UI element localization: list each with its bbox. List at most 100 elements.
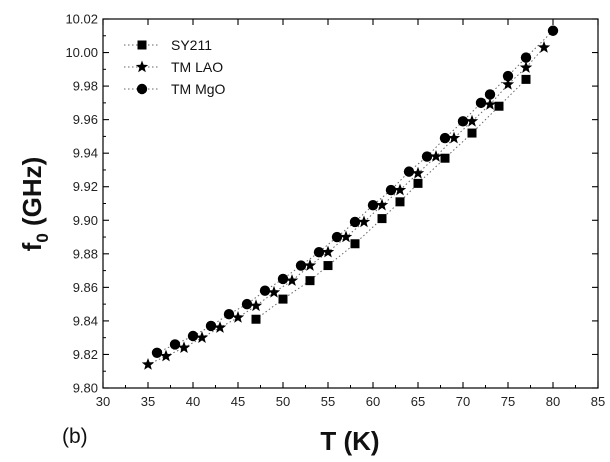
- data-point-tm-mgo: [502, 70, 514, 82]
- data-point-tm-lao: [141, 358, 155, 370]
- data-point-tm-mgo: [439, 132, 451, 144]
- data-point-tm-mgo: [241, 298, 253, 310]
- x-tick-label: 60: [366, 394, 380, 409]
- data-point-tm-lao: [285, 274, 299, 286]
- y-tick-label: 9.88: [73, 246, 98, 261]
- data-point-tm-lao: [411, 166, 425, 179]
- data-point-tm-mgo: [313, 246, 325, 258]
- data-point-sy211: [440, 153, 450, 163]
- data-point-tm-mgo: [295, 260, 307, 271]
- data-point-tm-mgo: [484, 89, 496, 100]
- data-point-tm-lao: [447, 131, 461, 144]
- y-tick-label: 9.80: [73, 381, 98, 396]
- legend-label-sy211: SY211: [171, 37, 212, 53]
- data-point-tm-mgo: [187, 330, 199, 342]
- data-point-tm-mgo: [520, 52, 532, 63]
- x-tick-label: 65: [411, 394, 425, 409]
- y-tick-label: 9.98: [73, 79, 98, 94]
- x-tick-label: 35: [141, 394, 155, 409]
- data-point-tm-lao: [465, 114, 479, 127]
- data-point-tm-mgo: [331, 231, 343, 243]
- data-point-tm-lao: [393, 183, 407, 196]
- data-point-sy211: [494, 101, 504, 111]
- y-tick-label: 9.82: [73, 347, 98, 362]
- x-tick-label: 55: [321, 394, 335, 409]
- legend-marker-tm-mgo: [136, 83, 148, 95]
- data-point-tm-lao: [267, 285, 281, 298]
- data-point-tm-lao: [357, 215, 371, 228]
- data-point-tm-lao: [375, 198, 389, 211]
- data-point-tm-lao: [195, 331, 209, 343]
- data-point-tm-lao: [483, 98, 497, 110]
- data-point-tm-lao: [213, 321, 227, 333]
- y-tick-label: 9.84: [73, 313, 98, 328]
- y-tick-label: 9.90: [73, 213, 98, 228]
- legend-marker-sy211: [137, 40, 147, 50]
- x-tick-label: 75: [501, 394, 515, 409]
- data-point-tm-lao: [501, 77, 515, 90]
- data-point-sy211: [251, 314, 261, 324]
- data-point-sy211: [521, 74, 531, 84]
- legend-label-tm-lao: TM LAO: [171, 59, 223, 75]
- data-point-tm-mgo: [151, 347, 163, 358]
- data-point-tm-mgo: [367, 199, 379, 211]
- data-point-tm-mgo: [277, 273, 289, 285]
- data-point-sy211: [467, 128, 477, 138]
- x-tick-label: 50: [276, 394, 290, 409]
- y-axis-title-main: f: [17, 242, 47, 251]
- x-tick-label: 80: [546, 394, 560, 409]
- data-point-tm-mgo: [205, 320, 217, 332]
- panel-label: (b): [62, 425, 88, 448]
- y-tick-label: 9.94: [73, 146, 98, 161]
- y-tick-label: 9.92: [73, 179, 98, 194]
- legend-marker-tm-lao: [135, 60, 149, 73]
- data-point-sy211: [323, 261, 333, 271]
- data-point-tm-mgo: [547, 25, 559, 36]
- legend: SY211 TM LAO TM MgO: [124, 37, 226, 97]
- x-tick-label: 85: [591, 394, 605, 409]
- data-point-tm-mgo: [457, 116, 469, 127]
- data-point-tm-lao: [339, 230, 353, 243]
- data-point-sy211: [305, 276, 315, 286]
- y-axis-title: f0 (GHz): [17, 157, 52, 252]
- data-point-tm-mgo: [223, 309, 235, 320]
- data-point-tm-lao: [321, 245, 335, 258]
- data-point-sy211: [395, 197, 405, 207]
- svg-text:f0 (GHz): f0 (GHz): [17, 157, 52, 252]
- y-tick-label: 10.02: [65, 12, 98, 27]
- data-point-tm-lao: [303, 259, 317, 271]
- data-point-sy211: [413, 178, 423, 188]
- data-point-tm-lao: [159, 349, 173, 362]
- x-tick-label: 30: [96, 394, 110, 409]
- data-point-tm-mgo: [169, 339, 181, 350]
- series-layer: [141, 25, 559, 370]
- x-tick-label: 45: [231, 394, 245, 409]
- y-tick-label: 10.00: [65, 45, 98, 60]
- x-tick-label: 70: [456, 394, 470, 409]
- data-point-tm-mgo: [349, 216, 361, 228]
- y-tick-label: 9.86: [73, 280, 98, 295]
- x-tick-label: 40: [186, 394, 200, 409]
- data-point-tm-lao: [429, 150, 443, 162]
- data-point-tm-mgo: [259, 285, 271, 296]
- y-axis-title-subscript: 0: [33, 233, 52, 242]
- data-point-tm-mgo: [385, 184, 397, 196]
- data-point-sy211: [350, 239, 360, 249]
- y-axis-ticks: 9.80 9.82 9.84 9.86 9.88 9.90 9.92 9.94 9.96 9.98…: [65, 12, 598, 396]
- data-point-tm-mgo: [403, 166, 415, 177]
- x-axis-title: T (K): [320, 426, 379, 456]
- x-axis-ticks: 30 35 40 45 50 55 60 65 70 75 80 85: [96, 19, 605, 409]
- data-point-tm-lao: [537, 41, 551, 53]
- data-point-tm-mgo: [421, 151, 433, 162]
- data-point-tm-lao: [177, 341, 191, 353]
- y-tick-label: 9.96: [73, 112, 98, 127]
- legend-label-tm-mgo: TM MgO: [171, 81, 226, 97]
- data-point-tm-lao: [519, 61, 533, 73]
- data-point-sy211: [377, 214, 387, 224]
- data-point-sy211: [278, 294, 288, 304]
- y-axis-title-unit: (GHz): [17, 157, 47, 234]
- data-point-tm-lao: [231, 311, 245, 323]
- data-point-tm-mgo: [475, 97, 487, 109]
- data-point-tm-lao: [249, 299, 263, 312]
